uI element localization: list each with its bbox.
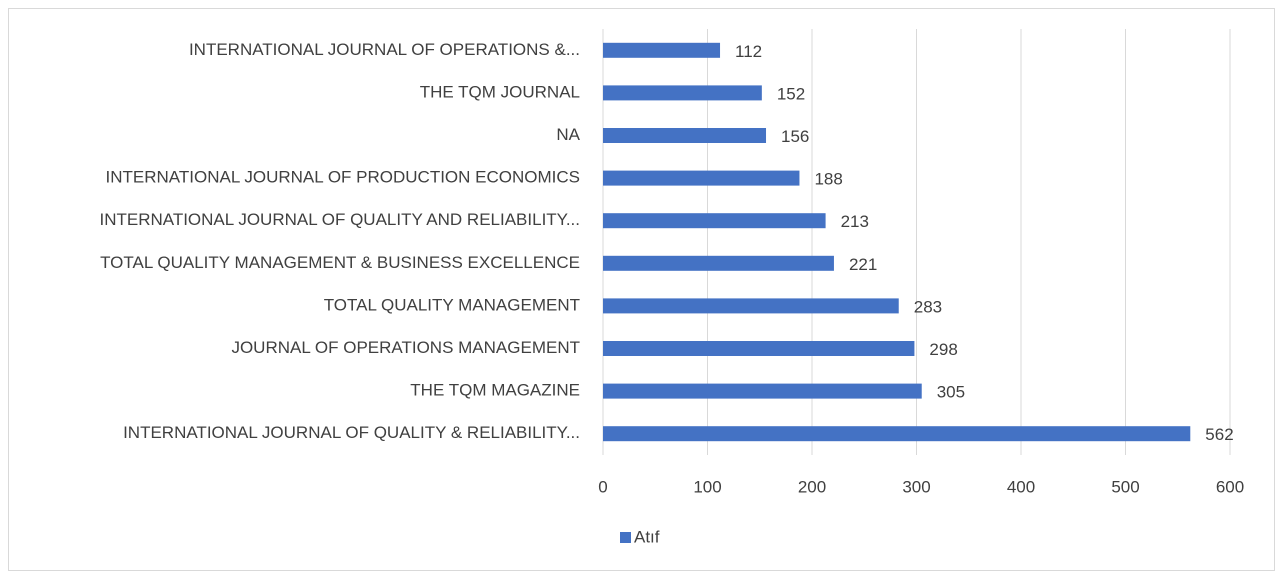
data-label: 156 [781, 127, 809, 146]
y-tick-label: INTERNATIONAL JOURNAL OF PRODUCTION ECON… [106, 168, 580, 187]
bar [603, 213, 826, 229]
x-tick-label: 500 [1111, 477, 1139, 496]
data-label: 562 [1205, 425, 1233, 444]
x-tick-label: 0 [598, 477, 607, 496]
y-tick-label: THE TQM JOURNAL [420, 82, 580, 101]
data-label: 305 [937, 383, 965, 402]
y-tick-label: INTERNATIONAL JOURNAL OF QUALITY & RELIA… [123, 423, 580, 442]
y-tick-label: NA [556, 125, 580, 144]
bar [603, 255, 834, 271]
bar [603, 298, 899, 314]
data-label: 188 [814, 170, 842, 189]
x-tick-label: 600 [1216, 477, 1244, 496]
bar [603, 128, 767, 143]
bar [603, 85, 762, 101]
x-tick-label: 300 [902, 477, 930, 496]
y-tick-label: THE TQM MAGAZINE [410, 381, 580, 400]
y-tick-label: TOTAL QUALITY MANAGEMENT [324, 295, 580, 314]
chart-border [8, 8, 1275, 571]
bar [603, 42, 721, 58]
x-tick-label: 200 [798, 477, 826, 496]
bar [603, 341, 915, 356]
x-tick-label: 100 [693, 477, 721, 496]
data-label: 112 [735, 42, 762, 61]
x-tick-label: 400 [1007, 477, 1035, 496]
data-label: 221 [849, 255, 877, 274]
bar [603, 383, 922, 399]
y-tick-label: TOTAL QUALITY MANAGEMENT & BUSINESS EXCE… [100, 253, 580, 272]
data-label: 152 [777, 84, 805, 103]
y-tick-label: INTERNATIONAL JOURNAL OF QUALITY AND REL… [99, 210, 580, 229]
y-tick-label: INTERNATIONAL JOURNAL OF OPERATIONS &... [189, 40, 580, 59]
data-label: 283 [914, 297, 942, 316]
data-label: 213 [841, 212, 869, 231]
legend-swatch [620, 532, 631, 543]
bar [603, 426, 1191, 442]
y-tick-label: JOURNAL OF OPERATIONS MANAGEMENT [231, 338, 580, 357]
data-label: 298 [929, 340, 957, 359]
legend-label: Atıf [634, 527, 660, 546]
bar [603, 170, 800, 186]
